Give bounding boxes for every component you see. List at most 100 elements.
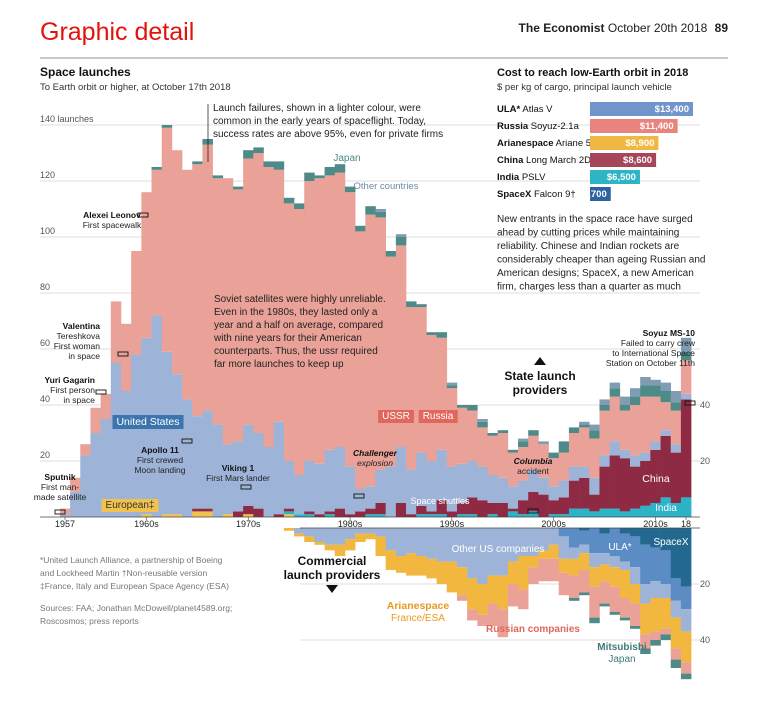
provider: Russia — [497, 121, 529, 132]
commercial-bar-segment — [507, 561, 519, 584]
bar-segment — [375, 209, 386, 212]
bar-segment — [375, 503, 386, 515]
commercial-bar-segment — [568, 558, 580, 576]
bar-segment — [365, 206, 376, 215]
commercial-bar-segment — [568, 547, 580, 559]
bar-segment — [589, 511, 600, 517]
bar-segment — [640, 396, 651, 453]
bar-segment — [558, 480, 570, 498]
commercial-bar-segment — [497, 609, 509, 638]
bar-segment — [141, 514, 152, 517]
cost-subtitle: $ per kg of cargo, principal launch vehi… — [497, 82, 672, 93]
bar-segment — [253, 147, 264, 153]
bar-segment — [171, 374, 183, 515]
commercial-bar-segment — [538, 528, 549, 551]
commercial-bar-segment — [436, 561, 448, 584]
bar-segment — [416, 304, 427, 307]
bar-segment — [355, 511, 366, 517]
event-text: First Mars lander — [206, 473, 270, 483]
commercial-bar-segment — [507, 584, 519, 607]
event-marker — [137, 212, 149, 218]
commercial-bar-segment — [680, 609, 692, 632]
commercial-bar-segment — [355, 533, 366, 542]
rocket: Falcon 9† — [534, 189, 576, 200]
event-text: Tereshkova — [57, 331, 101, 341]
bar-segment — [599, 508, 610, 517]
bar-segment — [589, 430, 600, 439]
bar-segment — [609, 508, 621, 517]
commercial-bar-segment — [487, 575, 498, 604]
bar-segment — [630, 455, 641, 467]
bar-segment — [375, 469, 386, 503]
bar-segment — [446, 511, 458, 517]
bar-segment — [640, 385, 651, 397]
bar-segment — [253, 508, 264, 517]
event-title: Soyuz MS-10 — [643, 328, 696, 338]
bar-segment — [487, 503, 498, 515]
event-marker — [240, 484, 252, 490]
commercial-bar-segment — [477, 528, 488, 584]
commercial-bar-segment — [670, 600, 682, 618]
commercial-bar-segment — [619, 561, 631, 570]
commercial-bar-segment — [416, 556, 427, 576]
bar-segment — [59, 514, 71, 517]
note-text: year and a half on average, compared — [214, 320, 383, 331]
commercial-bar-segment — [619, 570, 631, 598]
cost-text: American designs; SpaceX, a new American — [497, 268, 694, 279]
cost-category: ULA* Atlas V — [497, 104, 553, 115]
cost-category: China Long March 2D — [497, 155, 591, 166]
bar-segment — [630, 405, 641, 456]
commercial-bar-segment — [660, 550, 672, 584]
publication: The Economist — [519, 21, 605, 35]
y-tick-label-right: 20 — [700, 456, 710, 466]
commercial-bar-segment — [456, 528, 468, 568]
event-text: Station on October 11th — [606, 358, 695, 368]
bar-segment — [507, 511, 519, 517]
bar-segment — [456, 407, 468, 464]
bar-segment — [548, 452, 560, 459]
source: Sources: FAA; Jonathan McDowell/planet45… — [40, 603, 232, 613]
event-text: accident — [517, 466, 549, 476]
bar-segment — [497, 477, 509, 503]
commercial-bar-segment — [589, 586, 600, 618]
bar-segment — [182, 169, 193, 400]
shuttle-label: Space shuttles — [410, 496, 470, 506]
bar-segment — [518, 447, 529, 481]
bar-segment — [446, 466, 458, 512]
bar-segment — [263, 447, 274, 517]
commercial-bar-segment — [589, 567, 600, 587]
bar-segment — [344, 186, 356, 193]
bar-segment — [385, 466, 397, 517]
bar-segment — [100, 419, 112, 517]
bar-segment — [680, 399, 692, 498]
commercial-bar-segment — [497, 528, 509, 576]
bar-segment — [304, 461, 315, 512]
bar-segment — [161, 127, 173, 352]
bar-segment — [579, 508, 590, 517]
event-text: First person — [50, 385, 95, 395]
commercial-bar-segment — [497, 575, 509, 610]
commercial-bar-segment — [548, 528, 560, 545]
bar-segment — [70, 491, 81, 517]
event-text: explosion — [357, 458, 393, 468]
commercial-bar-segment — [558, 536, 570, 559]
commercial-bar-segment — [426, 558, 437, 579]
commercial-series-label: SpaceX — [653, 537, 688, 548]
y-tick-label: 20 — [40, 450, 50, 460]
commercial-bar-segment — [314, 542, 325, 545]
bar-segment — [192, 511, 203, 517]
bar-segment — [283, 197, 295, 204]
commercial-bar-segment — [416, 528, 427, 556]
bar-segment — [324, 175, 336, 450]
bar-segment — [467, 461, 478, 498]
bar-segment — [294, 514, 305, 517]
bar-segment — [314, 178, 325, 464]
bar-segment — [589, 424, 600, 431]
commercial-bar-segment — [640, 528, 651, 545]
commercial-bar-segment — [619, 617, 631, 621]
bar-segment — [599, 455, 610, 467]
bar-segment — [609, 455, 621, 509]
bar-segment — [304, 181, 315, 461]
series-label: Japan — [333, 153, 360, 164]
event-marker — [684, 400, 696, 406]
